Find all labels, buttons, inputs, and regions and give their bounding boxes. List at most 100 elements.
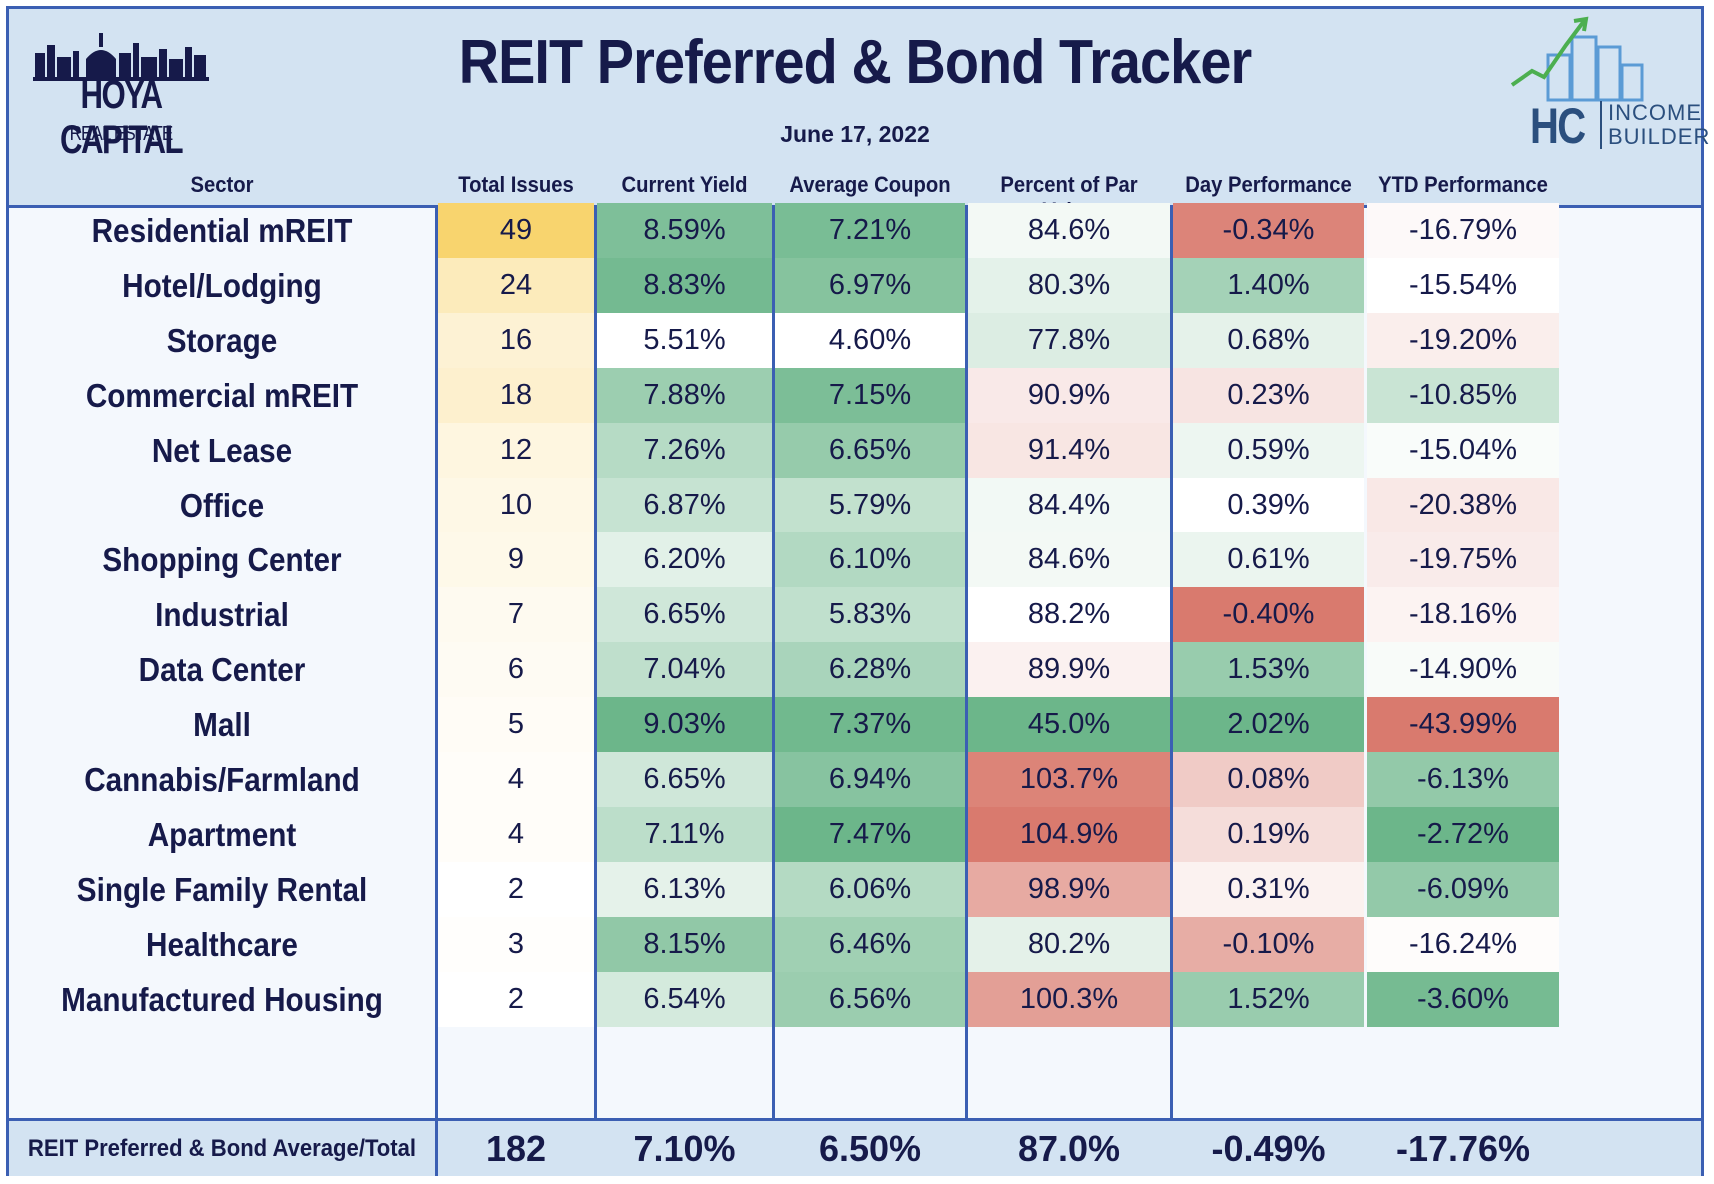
table-row: Apartment 4 7.11% 7.47% 104.9% 0.19% -2.72%	[9, 806, 1701, 862]
sector-label: Office	[179, 486, 265, 524]
cell-percent-of-par: 89.9%	[968, 642, 1170, 698]
sector-label: Net Lease	[151, 431, 293, 469]
cell-ytd-performance: -14.90%	[1367, 642, 1559, 698]
skyline-icon	[33, 33, 209, 81]
cell-ytd-performance: -3.60%	[1367, 971, 1559, 1027]
cell-ytd-performance: -2.72%	[1367, 806, 1559, 862]
cell-day-performance: -0.34%	[1173, 203, 1364, 258]
cell-ytd-performance: -19.75%	[1367, 532, 1559, 588]
sector-label: Commercial mREIT	[85, 376, 359, 414]
cell-average-coupon: 6.56%	[775, 971, 965, 1027]
column-divider	[965, 208, 968, 1118]
total-row: REIT Preferred & Bond Average/Total 182 7.…	[9, 1118, 1701, 1176]
cell-total-issues: 3	[438, 916, 594, 972]
table-row: Residential mREIT 49 8.59% 7.21% 84.6% -0.34%…	[9, 203, 1701, 258]
cell-total-issues: 4	[438, 752, 594, 807]
column-header-sector: Sector	[190, 172, 254, 197]
table-row: Cannabis/Farmland 4 6.65% 6.94% 103.7% 0.08% -…	[9, 752, 1701, 807]
cell-ytd-performance: -16.24%	[1367, 916, 1559, 972]
page-title: REIT Preferred & Bond Tracker	[458, 28, 1252, 97]
cell-day-performance: 1.40%	[1173, 257, 1364, 313]
logo-brand-text: HOYA CAPITAL	[60, 73, 184, 162]
cell-ytd-performance: -43.99%	[1367, 697, 1559, 753]
cell-percent-of-par: 84.6%	[968, 532, 1170, 588]
report-date: June 17, 2022	[780, 121, 930, 147]
cell-day-performance: -0.10%	[1173, 916, 1364, 972]
cell-total-issues: 12	[438, 422, 594, 478]
cell-day-performance: 1.52%	[1173, 971, 1364, 1027]
sector-label: Apartment	[147, 815, 297, 853]
cell-ytd-performance: -16.79%	[1367, 203, 1559, 258]
logo-builder-text: BUILDER	[1608, 124, 1711, 149]
cell-total-issues: 5	[438, 697, 594, 753]
column-header-day-performance: Day Performance	[1185, 172, 1352, 197]
table-row: Commercial mREIT 18 7.88% 7.15% 90.9% 0.23% -1…	[9, 367, 1701, 423]
cell-average-coupon: 7.15%	[775, 367, 965, 423]
cell-ytd-performance: -10.85%	[1367, 367, 1559, 423]
cell-day-performance: 0.23%	[1173, 367, 1364, 423]
sector-label: Data Center	[138, 651, 306, 689]
cell-percent-of-par: 88.2%	[968, 587, 1170, 643]
table-row: Healthcare 3 8.15% 6.46% 80.2% -0.10% -16.24%	[9, 916, 1701, 972]
cell-average-coupon: 4.60%	[775, 312, 965, 368]
cell-average-coupon: 6.65%	[775, 422, 965, 478]
cell-current-yield: 7.04%	[597, 642, 772, 698]
cell-current-yield: 8.83%	[597, 257, 772, 313]
sector-label: Single Family Rental	[76, 870, 368, 908]
sector-label: Storage	[166, 321, 278, 359]
total-current-yield: 7.10%	[633, 1128, 736, 1169]
table-row: Mall 5 9.03% 7.37% 45.0% 2.02% -43.99%	[9, 697, 1701, 753]
cell-percent-of-par: 77.8%	[968, 312, 1170, 368]
cell-average-coupon: 7.21%	[775, 203, 965, 258]
table-row: Single Family Rental 2 6.13% 6.06% 98.9% 0.31…	[9, 861, 1701, 917]
cell-average-coupon: 6.10%	[775, 532, 965, 588]
cell-average-coupon: 6.94%	[775, 752, 965, 807]
column-divider	[594, 208, 597, 1118]
cell-average-coupon: 5.79%	[775, 477, 965, 533]
cell-current-yield: 6.13%	[597, 861, 772, 917]
cell-percent-of-par: 98.9%	[968, 861, 1170, 917]
column-header-ytd-performance: YTD Performance	[1378, 172, 1548, 197]
cell-percent-of-par: 84.4%	[968, 477, 1170, 533]
cell-total-issues: 2	[438, 971, 594, 1027]
cell-average-coupon: 6.97%	[775, 257, 965, 313]
cell-day-performance: 0.59%	[1173, 422, 1364, 478]
cell-day-performance: -0.40%	[1173, 587, 1364, 643]
cell-ytd-performance: -18.16%	[1367, 587, 1559, 643]
table-row: Office 10 6.87% 5.79% 84.4% 0.39% -20.38%	[9, 477, 1701, 533]
cell-average-coupon: 6.06%	[775, 861, 965, 917]
table-row: Data Center 6 7.04% 6.28% 89.9% 1.53% -14.90%	[9, 642, 1701, 698]
cell-percent-of-par: 90.9%	[968, 367, 1170, 423]
table-row: Hotel/Lodging 24 8.83% 6.97% 80.3% 1.40% -15.5…	[9, 257, 1701, 313]
cell-day-performance: 1.53%	[1173, 642, 1364, 698]
cell-current-yield: 8.59%	[597, 203, 772, 258]
cell-day-performance: 0.19%	[1173, 806, 1364, 862]
cell-current-yield: 7.88%	[597, 367, 772, 423]
cell-total-issues: 24	[438, 257, 594, 313]
logo-hc-text: HC	[1530, 98, 1586, 154]
total-percent-of-par: 87.0%	[1017, 1128, 1121, 1169]
cell-current-yield: 7.26%	[597, 422, 772, 478]
total-day-performance: -0.49%	[1211, 1128, 1326, 1169]
cell-total-issues: 2	[438, 861, 594, 917]
cell-percent-of-par: 80.3%	[968, 257, 1170, 313]
cell-current-yield: 6.65%	[597, 587, 772, 643]
table-row: Net Lease 12 7.26% 6.65% 91.4% 0.59% -15.04%	[9, 422, 1701, 478]
column-header-average-coupon: Average Coupon	[789, 172, 951, 197]
logo-income-text: INCOME	[1608, 100, 1702, 125]
sector-label: Residential mREIT	[91, 212, 353, 249]
cell-day-performance: 2.02%	[1173, 697, 1364, 753]
cell-total-issues: 16	[438, 312, 594, 368]
cell-day-performance: 0.31%	[1173, 861, 1364, 917]
sector-label: Mall	[193, 706, 251, 744]
table-row: Shopping Center 9 6.20% 6.10% 84.6% 0.61% -19.…	[9, 532, 1701, 588]
cell-average-coupon: 6.28%	[775, 642, 965, 698]
tracker-frame: HOYA CAPITAL REAL ESTATE REIT Preferred …	[6, 6, 1709, 1176]
total-ytd-performance: -17.76%	[1395, 1128, 1531, 1169]
column-divider	[772, 208, 775, 1118]
cell-current-yield: 6.54%	[597, 971, 772, 1027]
cell-current-yield: 7.11%	[597, 806, 772, 862]
cell-ytd-performance: -15.04%	[1367, 422, 1559, 478]
cell-total-issues: 18	[438, 367, 594, 423]
column-header-total-issues: Total Issues	[458, 172, 574, 197]
